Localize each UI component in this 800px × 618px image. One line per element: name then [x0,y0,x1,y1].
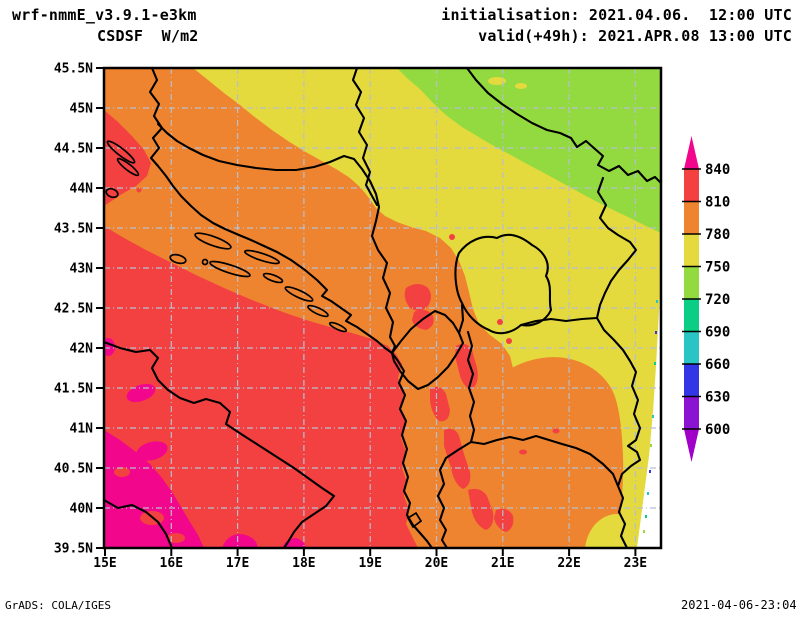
lon-tick-label: 16E [160,556,183,571]
border-bosnia [156,122,397,355]
variable-title: CSDSF W/m2 [97,27,199,45]
colorbar-segment [684,364,699,397]
colorbar-tick-label: 750 [705,260,730,276]
nodata-wedge [637,278,661,548]
colorbar-tick-label: 630 [705,390,730,406]
axis-layer: 45.5N 45N 44.5N 44N 43.5N 43N 42.5N 42N 41.5N 41N… [54,62,647,572]
yellow-speck [515,83,527,89]
colorbar-tick-label: 840 [705,162,730,178]
lat-tick-label: 45N [70,102,94,117]
lon-tick-label: 17E [226,556,249,571]
colorbar-tick-label: 600 [705,422,730,438]
border-slovenia-croatia-and-coast [148,68,394,355]
coastlines-and-borders [104,68,661,548]
border-montenegro [390,309,465,391]
coastline-italy-adriatic [104,340,336,548]
edge-specks [643,300,658,533]
grads-credit: GrADS: COLA/IGES [5,599,111,612]
lat-tick-label: 40N [70,502,94,517]
colorbar-tick-label: 780 [705,227,730,243]
yellow-speck [488,77,506,85]
lat-tick-label: 44.5N [54,142,93,157]
colorbar-tick-label: 690 [705,325,730,341]
border-macedonia-north [519,316,599,327]
lon-tick-label: 22E [557,556,580,571]
colorbar-segment [684,266,699,299]
lon-tick-label: 20E [425,556,448,571]
lon-tick-label: 18E [292,556,315,571]
border-croatia-serbia [351,68,379,207]
red-speck [136,187,142,193]
field-yellow-blob-bottom [585,514,641,548]
lat-tick-label: 44N [70,182,94,197]
lat-tick-label: 41N [70,422,94,437]
border-serbia-north-east [465,68,661,185]
lat-tick-label: 39.5N [54,542,93,557]
lat-tick-label: 43N [70,262,94,277]
colorbar-segment [684,396,699,429]
colorbar: 840 810 780 750 720 690 660 630 600 [682,136,730,462]
colorbar-segment [684,201,699,234]
model-title: wrf-nmmE_v3.9.1-e3km [12,6,197,24]
island-outlines [105,140,348,333]
lon-tick-label: 15E [93,556,116,571]
colorbar-segment [684,234,699,267]
border-albania-greece [436,440,473,548]
border-kosovo [454,233,553,335]
colorbar-segment [684,331,699,364]
colorbar-arrow-bottom [684,429,699,462]
colorbar-arrow-top [684,136,699,169]
coastal-lagoon-outline [406,511,423,529]
colorbar-segment [684,299,699,332]
colorbar-tick-label: 810 [705,195,730,211]
lat-tick-label: 43.5N [54,222,93,237]
initialisation-line: initialisation: 2021.04.06. 12:00 UTC [441,6,792,24]
field-band-720-750 [397,68,661,233]
lat-tick-label: 45.5N [54,62,93,77]
border-serbia-bulgaria [595,176,642,548]
colorbar-tick-label: 660 [705,357,730,373]
lat-tick-label: 42N [70,342,94,357]
valid-line: valid(+49h): 2021.APR.08 13:00 UTC [478,27,792,45]
shaded-field [104,68,661,548]
colorbar-tick-label: 720 [705,292,730,308]
lat-tick-label: 40.5N [54,462,93,477]
border-macedonia-greece [469,434,620,488]
lon-tick-label: 19E [358,556,381,571]
border-albania-macedonia [466,330,476,444]
creation-timestamp: 2021-04-06-23:04 [681,598,797,612]
lat-tick-label: 41.5N [54,382,93,397]
lon-tick-label: 23E [624,556,647,571]
lat-lon-gridlines [104,68,661,548]
colorbar-segment [684,169,699,202]
field-orange-bulge-se [510,357,624,548]
lon-tick-label: 21E [491,556,514,571]
coastline-italy-tyrrhenian [104,498,174,548]
field-red-tongue [104,110,151,206]
border-montenegro-kosovo-link [457,303,465,335]
lat-tick-label: 42.5N [54,302,93,317]
